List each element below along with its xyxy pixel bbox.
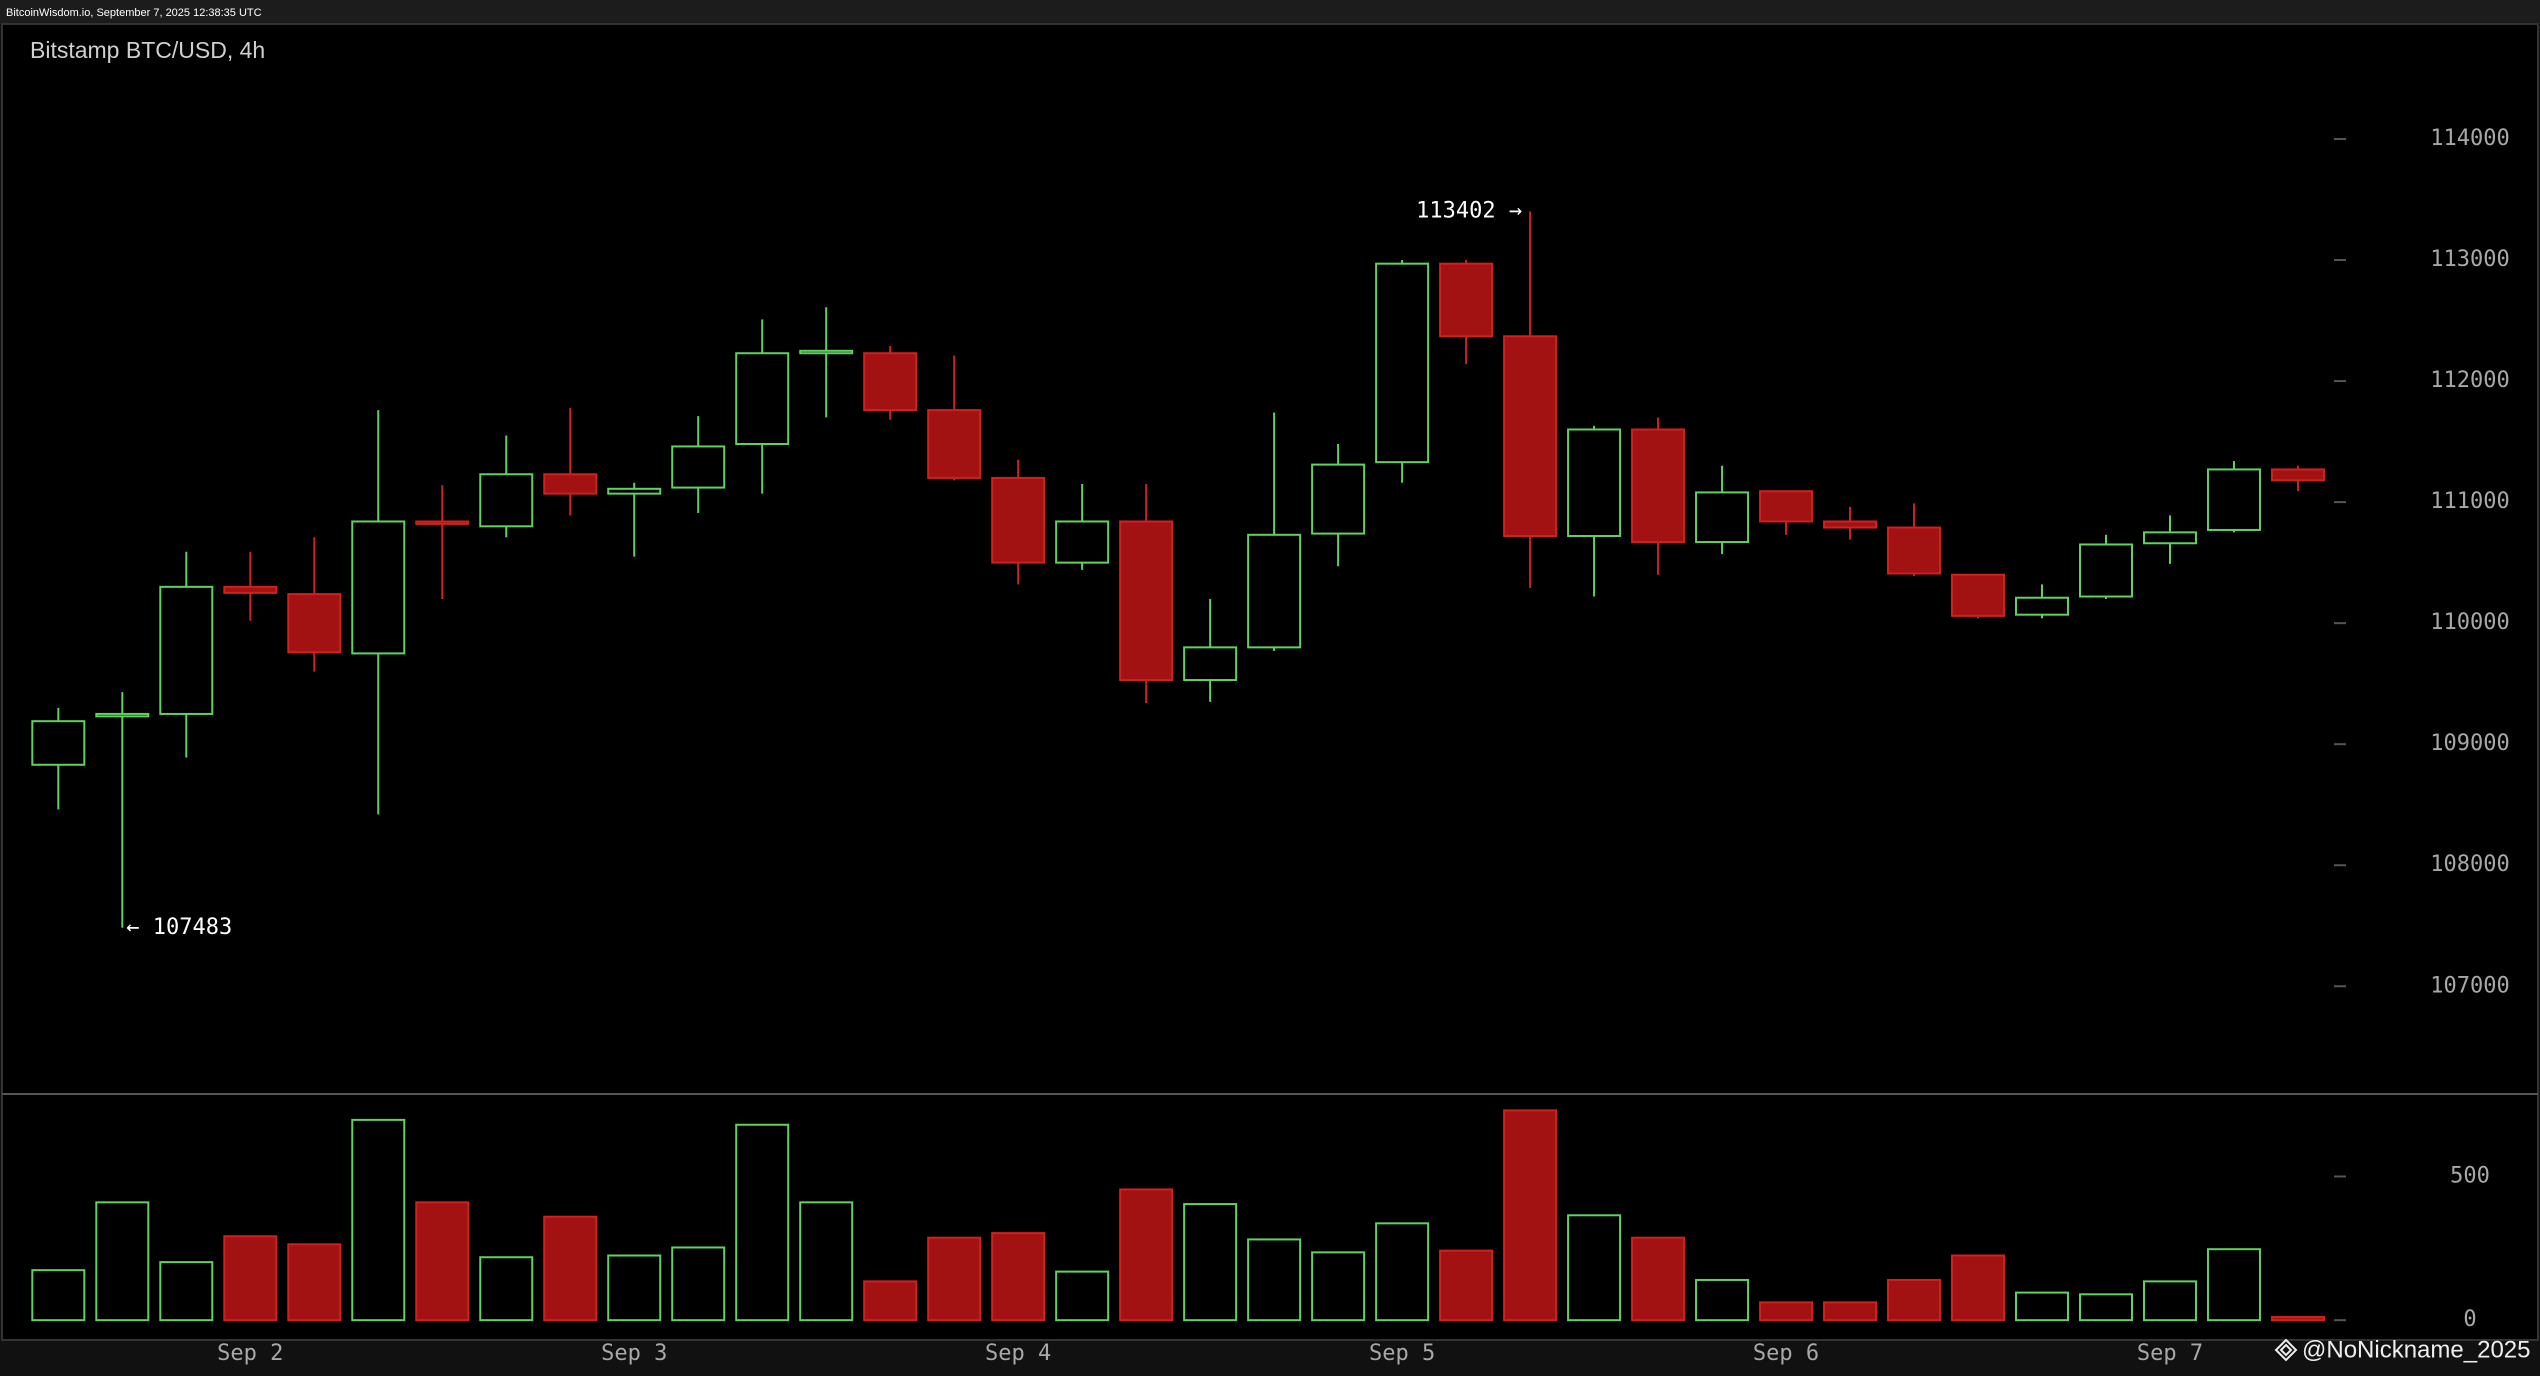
candle-body — [1759, 490, 1814, 523]
y-tick-label: 114000 — [2430, 126, 2509, 151]
candle-body — [1055, 520, 1110, 564]
panel — [1, 23, 2539, 1341]
y-tick-label: 111000 — [2430, 489, 2509, 514]
candle-body — [735, 352, 790, 446]
candle-body — [2206, 468, 2261, 531]
volume-bar — [1375, 1222, 1430, 1322]
x-tick-label: Sep 2 — [217, 1341, 283, 1366]
candle-body — [159, 585, 214, 715]
header-text: BitcoinWisdom.io, September 7, 2025 12:3… — [6, 7, 262, 19]
volume-bar — [1055, 1270, 1110, 1322]
candle-body — [543, 473, 598, 495]
candle-body — [1823, 520, 1878, 529]
x-tick-label: Sep 4 — [985, 1341, 1051, 1366]
candle-body — [927, 409, 982, 479]
candle-body — [1311, 463, 1366, 535]
volume-bar — [2079, 1293, 2133, 1322]
volume-bar — [799, 1201, 854, 1322]
candle-body — [1183, 646, 1238, 682]
candle-body — [799, 349, 854, 355]
x-tick-label: Sep 7 — [2137, 1341, 2203, 1366]
y-tick-label: 110000 — [2430, 610, 2509, 635]
volume-bar — [1887, 1278, 1942, 1322]
candle-body — [991, 476, 1046, 564]
volume-bar — [1183, 1203, 1238, 1322]
candle-body — [2142, 531, 2197, 545]
volume-bar — [1247, 1238, 1302, 1322]
volume-bar — [735, 1123, 790, 1322]
volume-bar — [1119, 1188, 1174, 1322]
volume-bar — [1759, 1301, 1814, 1322]
y-tick-label: 107000 — [2430, 973, 2509, 998]
volume-bar — [159, 1261, 214, 1322]
candle-body — [1631, 428, 1686, 544]
x-tick-label: Sep 5 — [1369, 1341, 1435, 1366]
watermark-logo — [2274, 1338, 2298, 1362]
y-tick-label: 112000 — [2430, 368, 2509, 393]
volume-bar — [287, 1243, 342, 1322]
y-tick-label: 108000 — [2430, 852, 2509, 877]
candle-body — [287, 593, 342, 654]
annotation: 113402 → — [1416, 198, 1522, 223]
candle-body — [1695, 491, 1750, 544]
candle-body — [2270, 468, 2325, 482]
watermark-text: @NoNickname_2025 — [2302, 1336, 2530, 1363]
volume-bar — [543, 1215, 598, 1322]
candle-body — [1951, 573, 2006, 617]
volume-bar — [2015, 1291, 2070, 1322]
volume-bar — [1695, 1278, 1750, 1322]
volume-bar — [479, 1256, 534, 1322]
candle-body — [607, 487, 662, 495]
volume-bar — [991, 1232, 1046, 1322]
candle-body — [2015, 596, 2070, 616]
x-tick-label: Sep 6 — [1753, 1341, 1819, 1366]
candle-body — [1119, 520, 1174, 682]
volume-bar — [1503, 1109, 1558, 1322]
volume-bar — [1439, 1249, 1494, 1322]
candle-body — [863, 352, 918, 412]
volume-bar — [415, 1201, 470, 1322]
watermark: @NoNickname_2025 — [2274, 1336, 2530, 1363]
candle-body — [479, 473, 534, 528]
volume-bar — [223, 1235, 278, 1322]
candle-body — [1887, 526, 1942, 575]
volume-bar — [95, 1201, 150, 1322]
volume-bar — [863, 1280, 918, 1322]
volume-bar — [671, 1246, 726, 1322]
y-tick-label: 109000 — [2430, 731, 2509, 756]
volume-bar — [1823, 1301, 1878, 1322]
candle-body — [31, 720, 86, 766]
volume-bar — [1951, 1254, 2006, 1322]
candle-body — [671, 445, 726, 489]
x-tick-label: Sep 3 — [601, 1341, 667, 1366]
candle-body — [1503, 335, 1558, 538]
candle-body — [1567, 428, 1622, 538]
volume-bar — [2270, 1316, 2325, 1322]
candle-body — [415, 520, 470, 525]
candle-body — [95, 712, 150, 718]
volume-bar — [927, 1236, 982, 1322]
volume-bar — [1631, 1236, 1686, 1322]
volume-bar — [31, 1269, 86, 1322]
candle-body — [1375, 262, 1430, 464]
y-tick-label: 0 — [2463, 1307, 2476, 1332]
volume-bar — [1311, 1251, 1366, 1322]
annotation: ← 107483 — [126, 915, 232, 940]
volume-bar — [2142, 1280, 2197, 1322]
volume-bar — [2206, 1248, 2261, 1322]
candle-body — [351, 520, 406, 655]
candle-body — [1439, 262, 1494, 338]
y-tick-label: 113000 — [2430, 247, 2509, 272]
volume-bar — [1567, 1214, 1622, 1322]
chart-title: Bitstamp BTC/USD, 4h — [30, 37, 265, 63]
candle-body — [2079, 543, 2133, 598]
y-tick-label: 500 — [2450, 1163, 2490, 1188]
candle-body — [223, 585, 278, 594]
header-bar — [0, 0, 2540, 24]
volume-bar — [351, 1118, 406, 1322]
candle-body — [1247, 533, 1302, 649]
volume-bar — [607, 1254, 662, 1322]
